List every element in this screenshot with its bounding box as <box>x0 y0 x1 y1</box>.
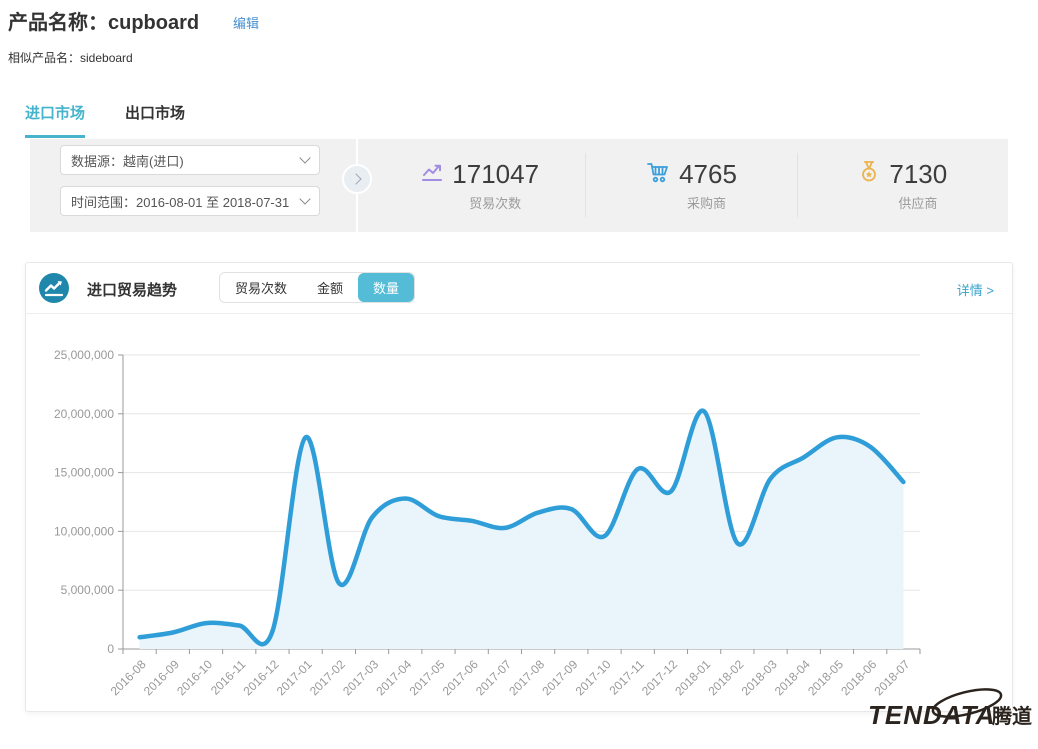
detail-link[interactable]: 详情 > <box>956 283 994 298</box>
svg-text:2017-03: 2017-03 <box>340 657 381 698</box>
expand-stats-button[interactable] <box>342 164 372 194</box>
trade-count-label: 贸易次数 <box>469 195 522 211</box>
page-title: 产品名称：cupboard <box>8 12 200 34</box>
svg-text:2017-05: 2017-05 <box>407 657 448 698</box>
svg-text:10,000,000: 10,000,000 <box>54 524 114 538</box>
tendata-logo: TENDATA 腾道 <box>866 686 1038 749</box>
data-source-value: 数据源：越南(进口) <box>71 153 184 169</box>
svg-text:2018-04: 2018-04 <box>772 657 813 698</box>
trend-chart: 0 5,000,000 10,000,000 15,000,000 20,000,000… <box>54 348 921 698</box>
toggle-quantity[interactable]: 数量 <box>358 273 415 302</box>
suppliers-value: 7130 <box>889 158 948 189</box>
tab-import-market[interactable]: 进口市场 <box>25 102 86 138</box>
svg-text:2018-05: 2018-05 <box>805 657 846 698</box>
medal-icon <box>858 160 880 189</box>
stat-trade-count: 171047 贸易次数 <box>375 153 585 217</box>
svg-text:2017-12: 2017-12 <box>639 657 680 698</box>
stats-row: 171047 贸易次数 4765 采购商 <box>375 153 1008 217</box>
svg-text:2017-01: 2017-01 <box>274 657 315 698</box>
suppliers-label: 供应商 <box>898 195 938 211</box>
trend-chart-icon <box>39 273 69 308</box>
chevron-right-icon <box>349 173 362 185</box>
toggle-trade-count[interactable]: 贸易次数 <box>235 281 288 296</box>
chevron-down-icon <box>299 152 311 164</box>
buyers-label: 采购商 <box>686 195 726 211</box>
svg-text:2017-10: 2017-10 <box>573 657 614 698</box>
stat-buyers: 4765 采购商 <box>585 153 796 217</box>
toggle-amount[interactable]: 金额 <box>317 281 344 296</box>
svg-text:0: 0 <box>107 642 114 656</box>
trend-chart-area: 0 5,000,000 10,000,000 15,000,000 20,000,000… <box>26 313 1010 709</box>
svg-text:2016-08: 2016-08 <box>108 657 149 698</box>
svg-text:15,000,000: 15,000,000 <box>54 466 114 480</box>
svg-text:2017-04: 2017-04 <box>373 657 414 698</box>
trend-line-icon <box>421 161 443 188</box>
date-range-dropdown[interactable]: 时间范围：2016-08-01 至 2018-07-31 <box>60 186 320 216</box>
stat-suppliers: 7130 供应商 <box>796 153 1008 217</box>
svg-text:2018-03: 2018-03 <box>739 657 780 698</box>
svg-text:25,000,000: 25,000,000 <box>54 348 114 362</box>
data-source-dropdown[interactable]: 数据源：越南(进口) <box>60 145 320 175</box>
svg-text:2016-10: 2016-10 <box>174 657 215 698</box>
svg-text:5,000,000: 5,000,000 <box>61 583 115 597</box>
trend-metric-toggle: 贸易次数 金额 数量 <box>219 272 416 303</box>
trend-card-header: 进口贸易趋势 贸易次数 金额 数量 详情 > <box>26 263 1012 314</box>
svg-text:2018-01: 2018-01 <box>672 657 713 698</box>
svg-text:2017-08: 2017-08 <box>506 657 547 698</box>
trade-count-value: 171047 <box>452 158 540 189</box>
svg-text:2017-09: 2017-09 <box>539 657 580 698</box>
logo-text: TENDATA <box>868 700 995 730</box>
market-tabs: 进口市场 出口市场 <box>25 102 185 138</box>
svg-text:2017-07: 2017-07 <box>473 657 514 698</box>
buyers-value: 4765 <box>679 158 737 189</box>
svg-text:20,000,000: 20,000,000 <box>54 407 114 421</box>
edit-link[interactable]: 编辑 <box>233 16 260 31</box>
svg-text:2017-06: 2017-06 <box>440 657 481 698</box>
trend-card: 进口贸易趋势 贸易次数 金额 数量 详情 > 0 5,000,000 10,000,… <box>25 262 1013 712</box>
date-range-value: 时间范围：2016-08-01 至 2018-07-31 <box>71 194 290 210</box>
svg-text:2017-02: 2017-02 <box>307 657 348 698</box>
chevron-down-icon <box>299 193 311 205</box>
trend-card-title: 进口贸易趋势 <box>87 282 178 299</box>
logo-suffix: 腾道 <box>992 704 1032 728</box>
cart-icon <box>646 160 670 189</box>
similar-product-label: 相似产品名：sideboard <box>8 51 133 65</box>
svg-text:2016-09: 2016-09 <box>141 657 182 698</box>
tab-export-market[interactable]: 出口市场 <box>125 105 186 122</box>
filter-bar: 数据源：越南(进口) 时间范围：2016-08-01 至 2018-07-31 … <box>30 139 1008 232</box>
svg-text:2018-02: 2018-02 <box>705 657 746 698</box>
svg-text:2016-12: 2016-12 <box>241 657 282 698</box>
